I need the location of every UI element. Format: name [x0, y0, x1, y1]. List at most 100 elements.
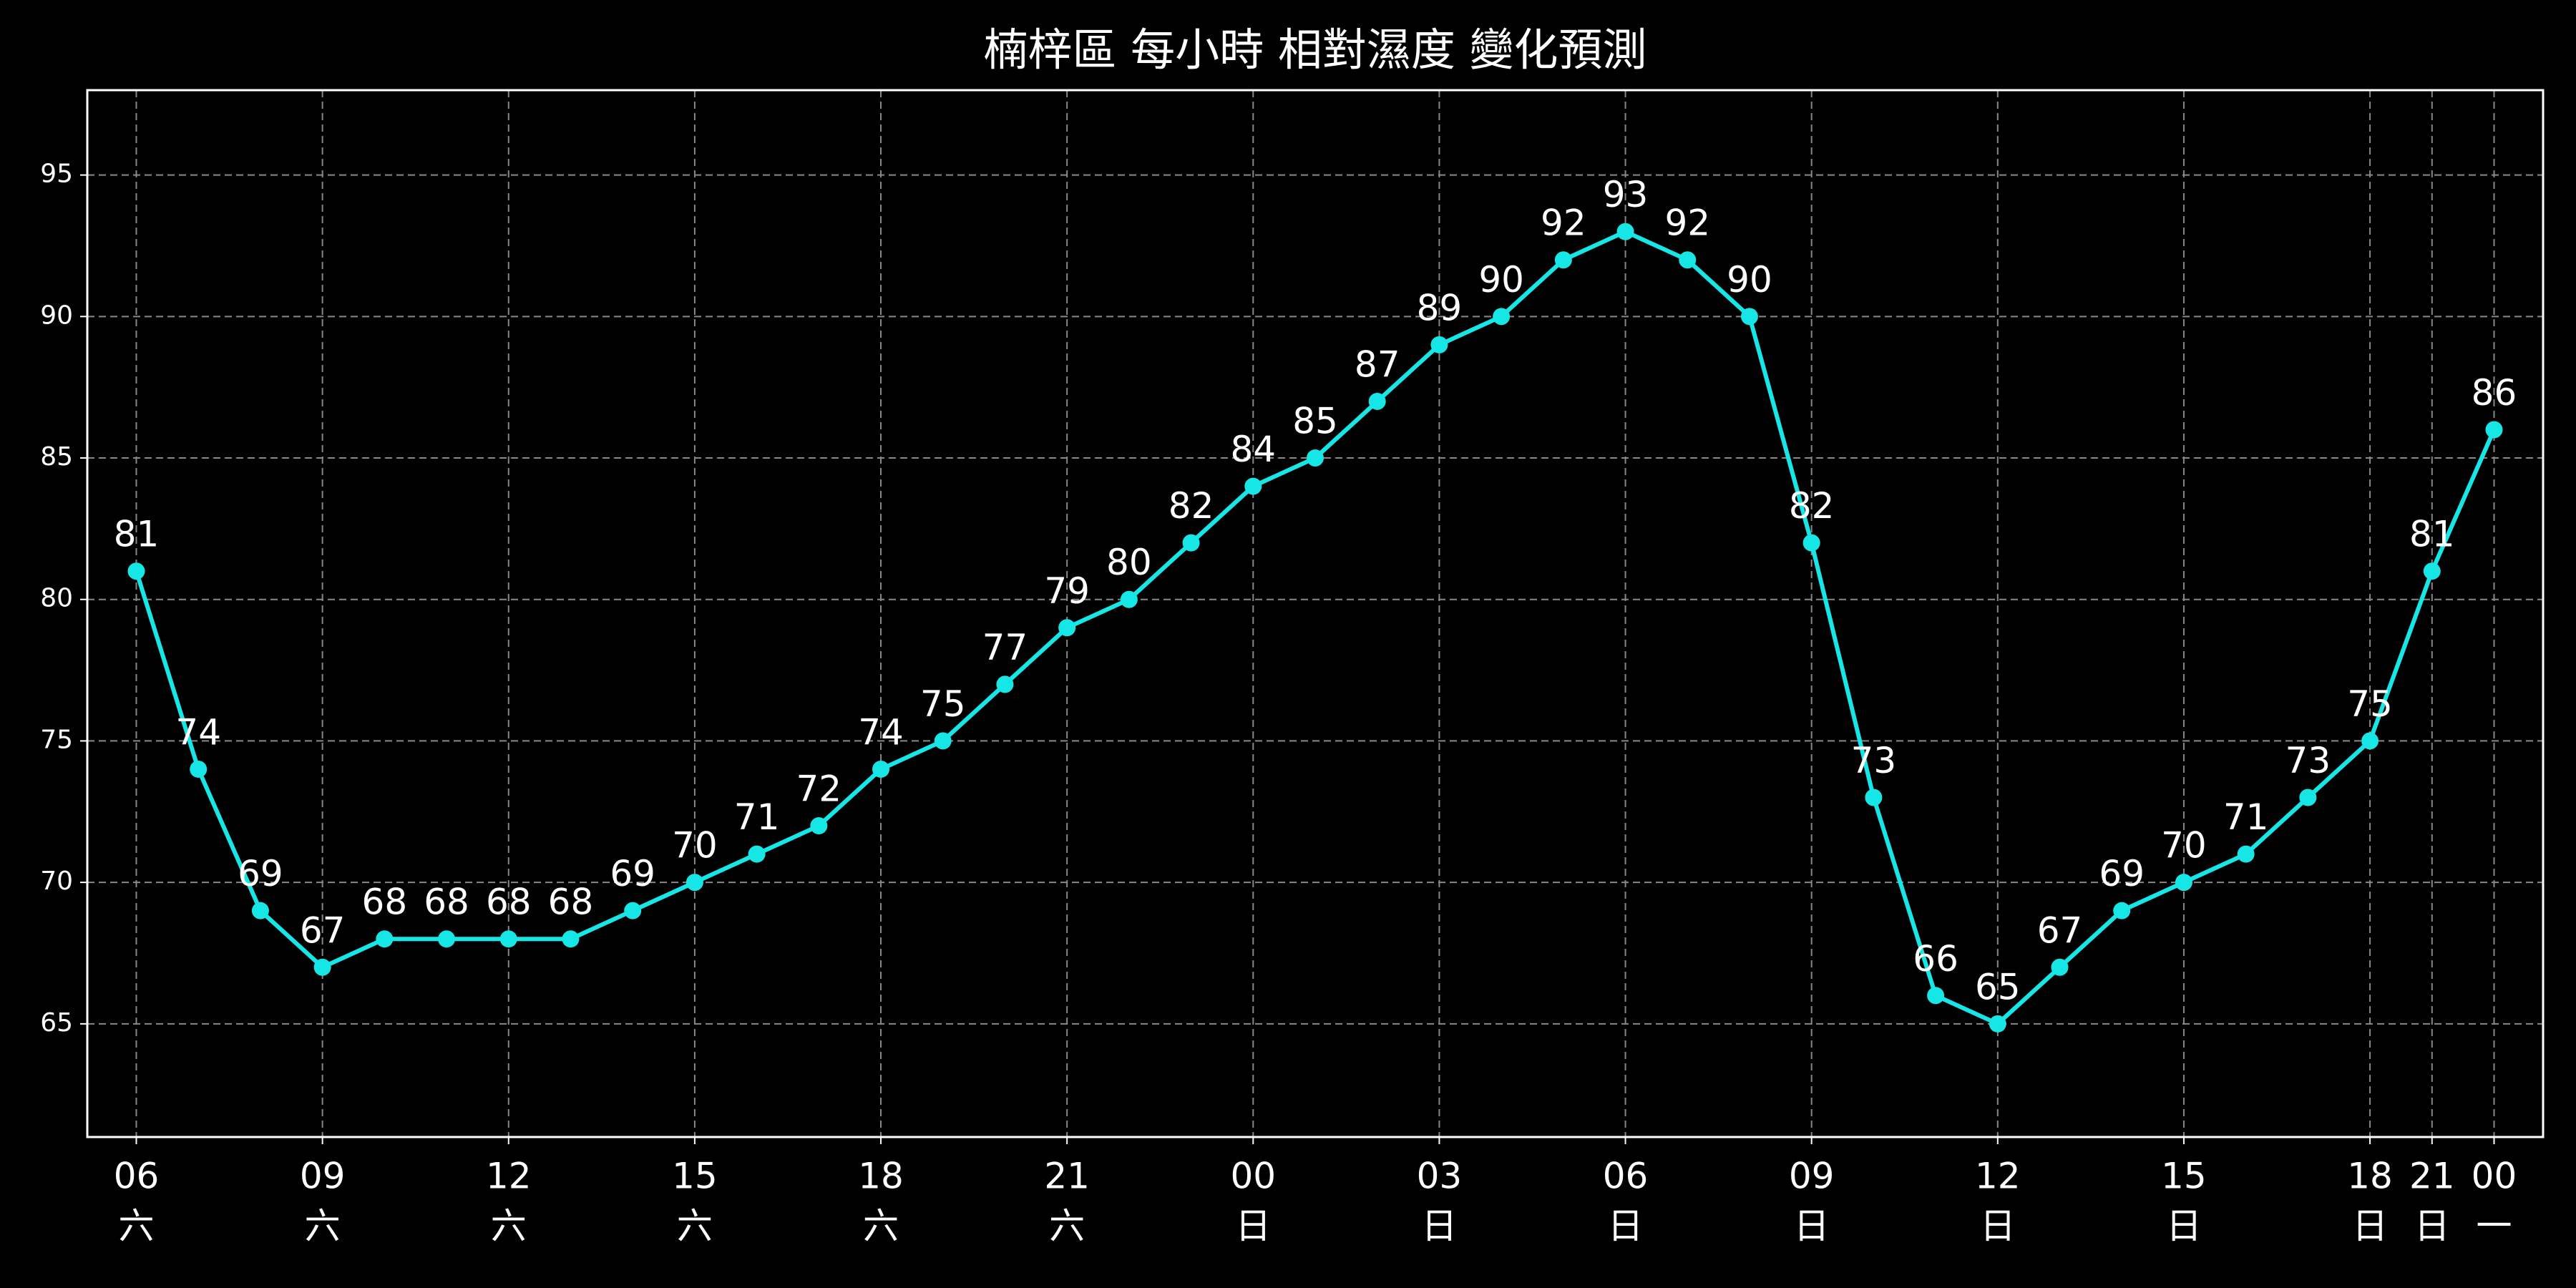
point	[1368, 392, 1386, 410]
point	[2113, 902, 2131, 919]
point	[1244, 477, 1262, 495]
value-label: 74	[175, 711, 221, 753]
x-tick-label: 12	[486, 1156, 532, 1197]
value-label: 68	[548, 882, 594, 923]
value-label: 82	[1169, 485, 1214, 527]
value-label: 74	[858, 711, 904, 753]
x-tick-label: 15	[2161, 1156, 2207, 1197]
value-label: 67	[2037, 909, 2083, 951]
value-label: 73	[1851, 740, 1897, 781]
point	[1058, 619, 1076, 637]
x-tick-label: 00	[1230, 1156, 1276, 1197]
point	[190, 760, 208, 778]
x-tick-weekday: 六	[305, 1206, 341, 1247]
point	[2175, 874, 2192, 892]
point	[127, 562, 145, 580]
value-label: 75	[2347, 683, 2393, 725]
value-label: 89	[1417, 287, 1463, 328]
point	[1989, 1015, 2006, 1033]
x-tick-label: 06	[1603, 1156, 1649, 1197]
x-tick-weekday: 日	[1421, 1206, 1457, 1247]
value-label: 92	[1664, 203, 1710, 244]
y-tick-label: 75	[40, 725, 73, 754]
point	[1554, 251, 1572, 269]
value-label: 87	[1355, 343, 1400, 385]
value-label: 70	[2161, 825, 2207, 867]
x-tick-weekday: 日	[1235, 1206, 1271, 1247]
value-label: 79	[1044, 570, 1090, 612]
point	[1616, 223, 1634, 240]
x-tick-weekday: 六	[491, 1206, 527, 1247]
point	[438, 930, 456, 948]
value-label: 65	[1975, 966, 2021, 1008]
point	[313, 958, 331, 976]
value-label: 90	[1478, 259, 1524, 301]
point	[251, 902, 269, 919]
point	[934, 732, 952, 750]
x-tick-label: 06	[114, 1156, 160, 1197]
value-label: 86	[2472, 372, 2517, 414]
point	[499, 930, 517, 948]
value-label: 82	[1789, 485, 1835, 527]
point	[872, 760, 890, 778]
point	[1430, 336, 1448, 353]
value-label: 66	[1913, 938, 1958, 980]
x-tick-label: 03	[1417, 1156, 1463, 1197]
value-label: 90	[1727, 259, 1772, 301]
value-label: 68	[424, 882, 469, 923]
x-tick-weekday: 日	[1794, 1206, 1830, 1247]
x-tick-label: 09	[1789, 1156, 1835, 1197]
point	[376, 930, 394, 948]
x-tick-weekday: 日	[1980, 1206, 2016, 1247]
y-tick-label: 70	[40, 867, 73, 896]
point	[1120, 590, 1138, 608]
chart-title: 楠梓區 每小時 相對濕度 變化預測	[983, 24, 1646, 76]
point	[2361, 732, 2379, 750]
value-label: 69	[2099, 853, 2145, 894]
value-label: 80	[1106, 542, 1152, 583]
value-label: 73	[2285, 740, 2331, 781]
point	[2299, 789, 2317, 806]
x-tick-weekday: 六	[1049, 1206, 1085, 1247]
point	[1865, 789, 1883, 806]
x-tick-label: 18	[858, 1156, 904, 1197]
plot-frame	[86, 89, 2545, 1138]
value-label: 84	[1230, 429, 1276, 470]
y-tick-label: 95	[40, 160, 73, 189]
value-label: 70	[672, 825, 718, 867]
value-label: 69	[238, 853, 283, 894]
value-label: 92	[1541, 203, 1586, 244]
y-tick-label: 65	[40, 1008, 73, 1038]
x-tick-weekday: 日	[2352, 1206, 2388, 1247]
x-tick-weekday: 六	[119, 1206, 155, 1247]
value-label: 69	[610, 853, 655, 894]
value-label: 77	[982, 627, 1028, 668]
y-tick-label: 85	[40, 442, 73, 472]
value-label: 68	[486, 882, 532, 923]
x-tick-label: 09	[300, 1156, 346, 1197]
point	[2051, 958, 2069, 976]
point	[1802, 534, 1820, 552]
y-tick-label: 90	[40, 301, 73, 330]
point	[2423, 562, 2441, 580]
x-tick-label: 00	[2472, 1156, 2517, 1197]
x-tick-label: 21	[1044, 1156, 1090, 1197]
x-tick-label: 12	[1975, 1156, 2021, 1197]
point	[1679, 251, 1697, 269]
x-tick-weekday: 六	[677, 1206, 713, 1247]
x-tick-label: 21	[2409, 1156, 2455, 1197]
x-tick-weekday: 日	[1608, 1206, 1644, 1247]
value-label: 75	[920, 683, 966, 725]
value-label: 93	[1603, 174, 1649, 215]
point	[1493, 308, 1511, 326]
value-label: 81	[114, 514, 160, 555]
point	[1740, 308, 1758, 326]
point	[1182, 534, 1200, 552]
x-tick-label: 18	[2347, 1156, 2393, 1197]
point	[2485, 421, 2503, 439]
value-label: 81	[2409, 514, 2455, 555]
point	[686, 874, 703, 892]
